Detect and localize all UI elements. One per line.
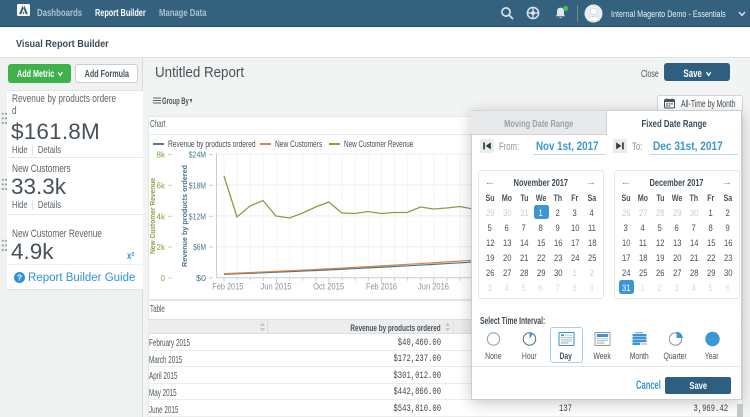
svg-text:Feb 2015: Feb 2015 xyxy=(212,282,243,292)
svg-text:0: 0 xyxy=(161,274,166,283)
svg-text:Revenue by products ordered: Revenue by products ordered xyxy=(182,165,189,267)
svg-text:8k: 8k xyxy=(157,151,166,160)
svg-text:$0: $0 xyxy=(196,274,207,283)
svg-text:New Customer Revenue: New Customer Revenue xyxy=(150,178,157,254)
svg-text:Jun 2015: Jun 2015 xyxy=(261,282,292,292)
svg-text:$24M: $24M xyxy=(189,151,206,160)
svg-text:Jun 2016: Jun 2016 xyxy=(418,282,449,292)
svg-text:$12M: $12M xyxy=(189,212,206,221)
svg-text:Oct 2015: Oct 2015 xyxy=(313,282,344,292)
svg-text:6k: 6k xyxy=(157,181,166,190)
svg-text:Feb 2016: Feb 2016 xyxy=(366,282,397,292)
svg-text:2k: 2k xyxy=(157,243,166,252)
svg-text:4k: 4k xyxy=(157,212,166,221)
svg-text:?: ? xyxy=(17,272,22,282)
svg-text:$18M: $18M xyxy=(189,181,206,190)
svg-text:$6M: $6M xyxy=(193,243,206,252)
